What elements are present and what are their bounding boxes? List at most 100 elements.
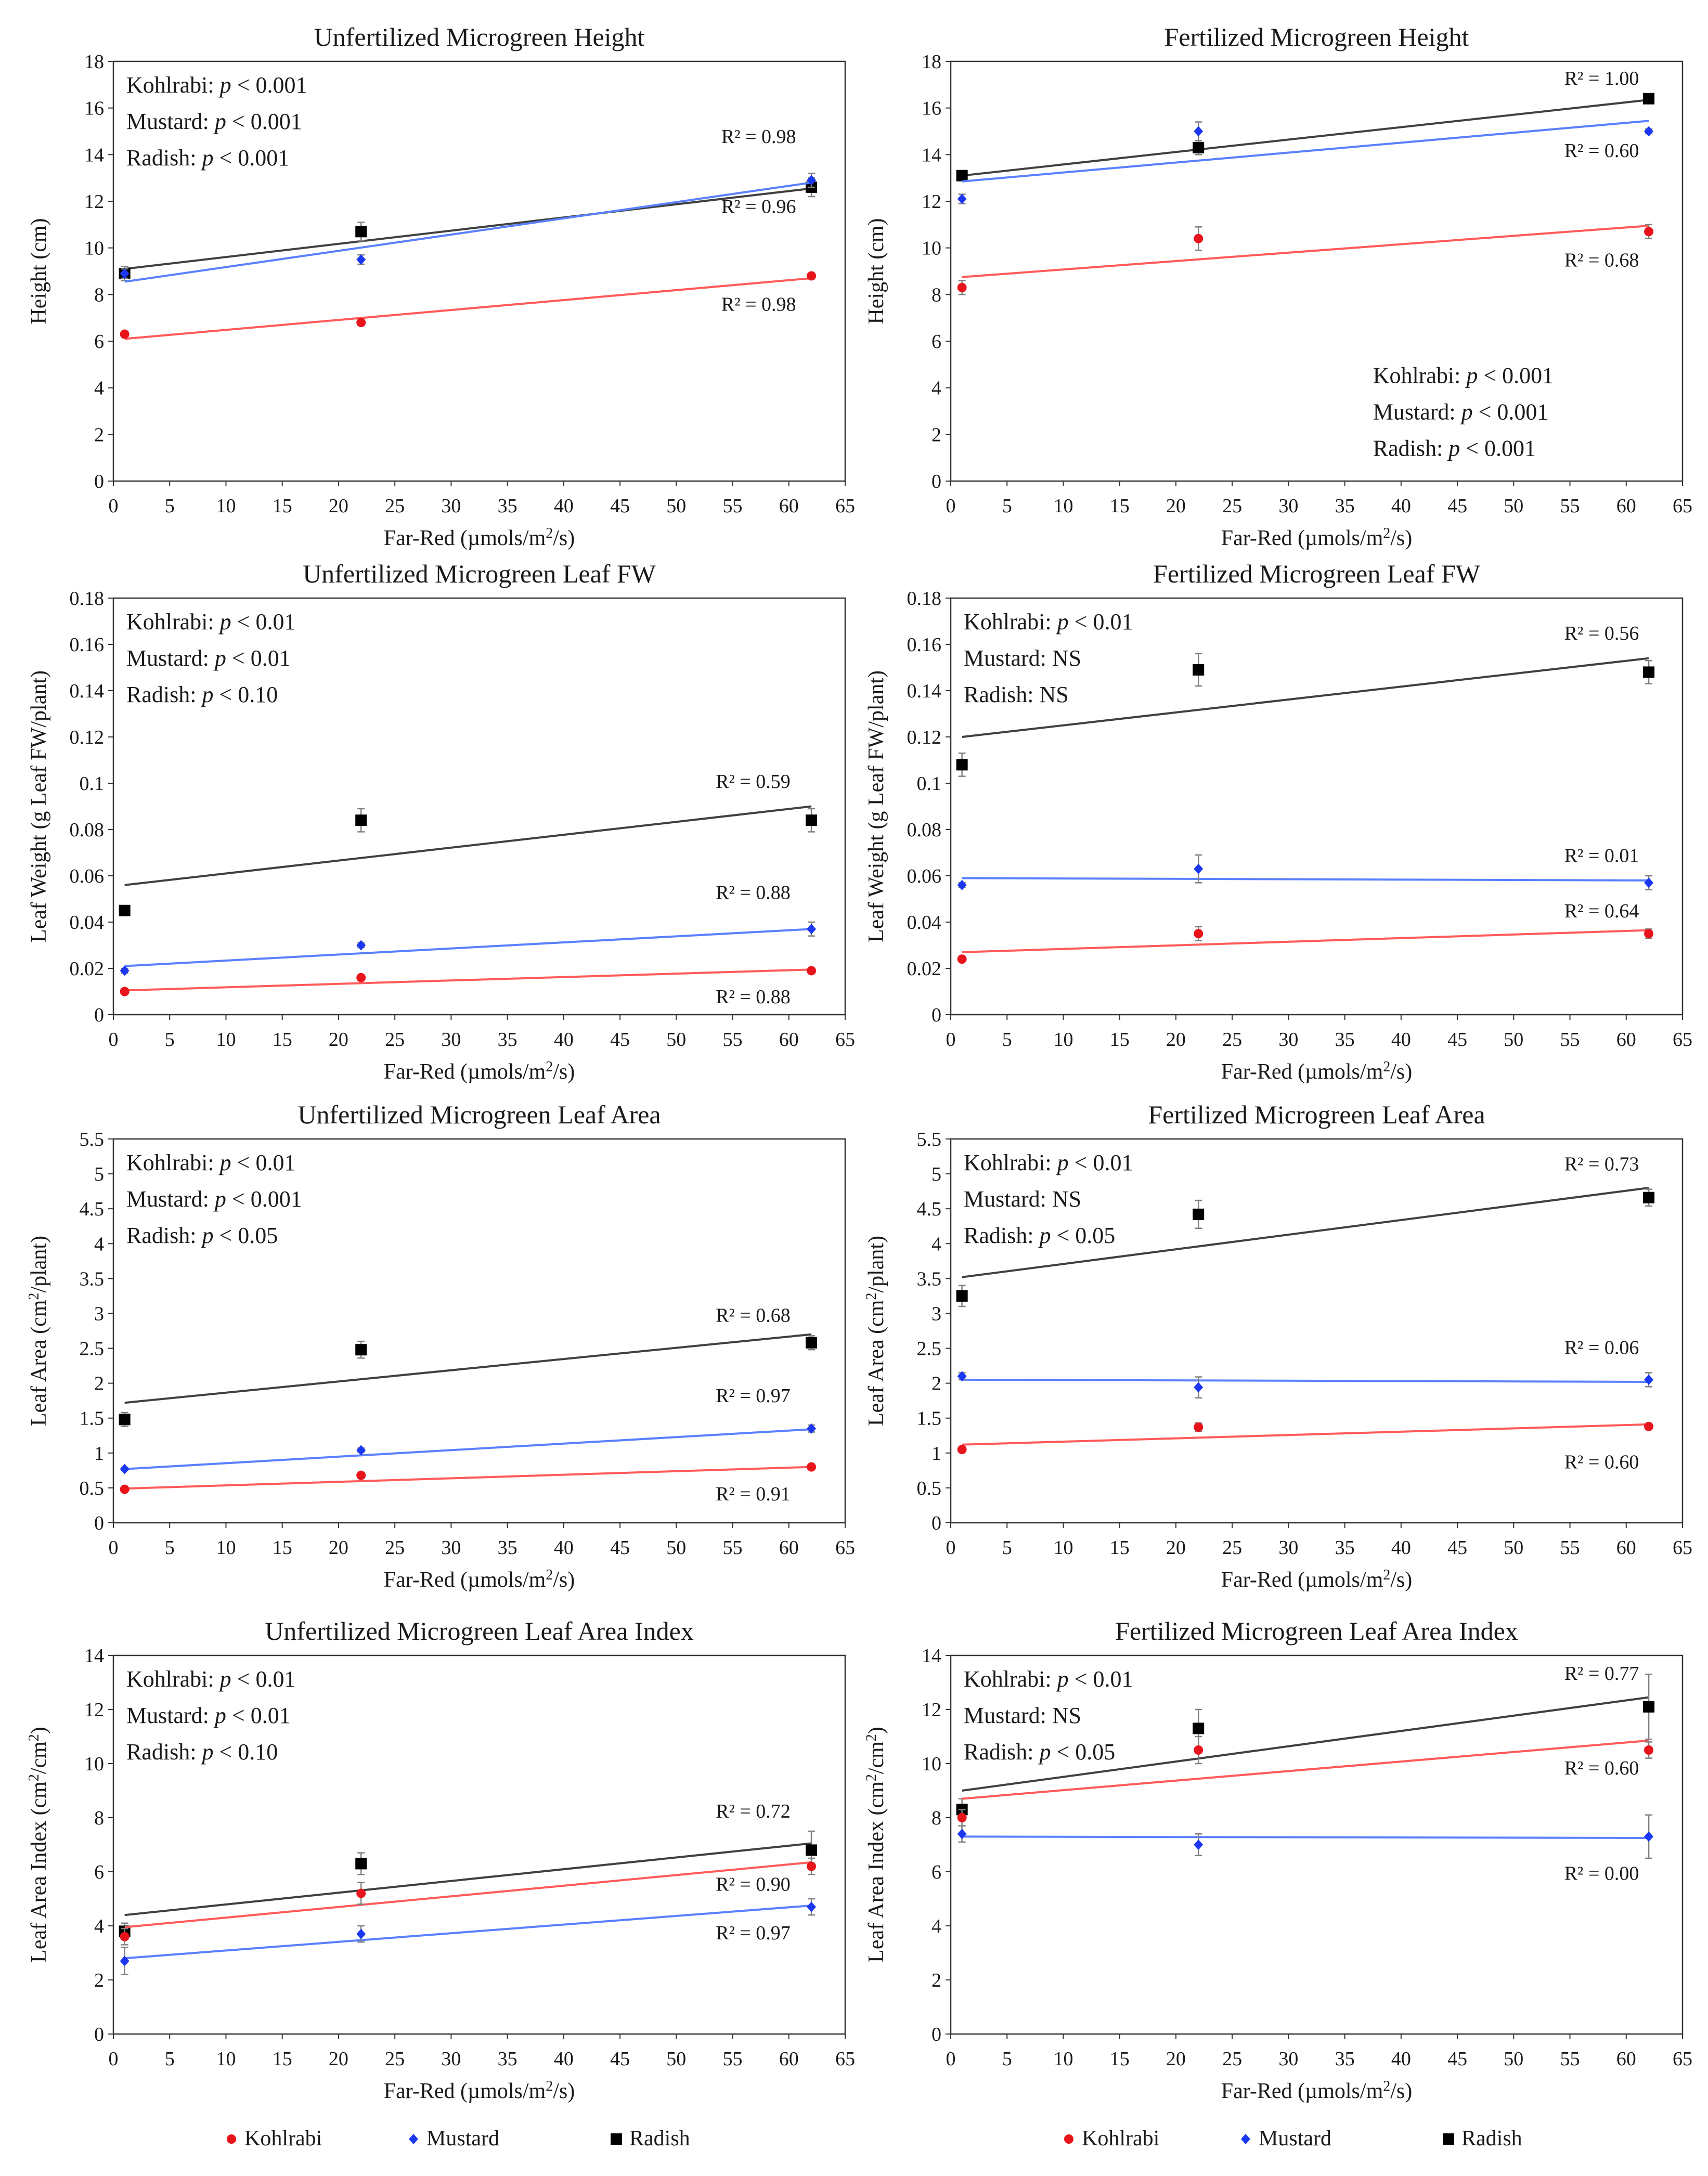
trendline-kohlrabi xyxy=(962,1739,1649,1800)
chart-title: Fertilized Microgreen Leaf FW xyxy=(1153,559,1481,588)
x-tick-label: 0 xyxy=(946,495,956,517)
y-axis-title: Leaf Weight (g Leaf FW/plant) xyxy=(864,670,888,942)
y-tick-label: 12 xyxy=(922,1699,941,1721)
x-tick-label: 60 xyxy=(1616,1537,1636,1559)
stats-line: Mustard: p < 0.001 xyxy=(126,109,302,134)
data-point-kohlrabi xyxy=(957,954,967,964)
x-tick-label: 55 xyxy=(1560,1029,1580,1051)
x-tick-label: 65 xyxy=(835,1029,855,1051)
x-tick-label: 60 xyxy=(779,1029,799,1051)
x-tick-label: 65 xyxy=(1673,2048,1692,2070)
data-point-kohlrabi xyxy=(120,1484,130,1494)
chart-title: Unfertilized Microgreen Height xyxy=(314,22,645,51)
r2-label: R² = 0.88 xyxy=(716,986,791,1008)
y-tick-label: 5 xyxy=(94,1163,104,1185)
r2-label: R² = 0.97 xyxy=(716,1922,791,1944)
plot-area-frame xyxy=(112,597,846,1016)
y-tick-label: 18 xyxy=(922,51,941,73)
r2-label: R² = 0.73 xyxy=(1564,1153,1639,1175)
x-tick-label: 5 xyxy=(165,1537,175,1559)
y-tick-label: 0.5 xyxy=(917,1478,942,1499)
y-tick-label: 8 xyxy=(931,1807,941,1829)
stats-line: Radish: p < 0.05 xyxy=(964,1223,1115,1248)
stats-line: Mustard: NS xyxy=(964,1186,1081,1212)
data-point-radish xyxy=(355,1858,367,1870)
plot-area-frame xyxy=(112,1138,846,1524)
x-tick-label: 15 xyxy=(273,1537,292,1559)
x-tick-label: 20 xyxy=(329,1537,348,1559)
r2-label: R² = 1.00 xyxy=(1564,68,1639,89)
x-tick-label: 65 xyxy=(835,495,855,517)
x-tick-label: 45 xyxy=(610,495,630,517)
x-tick-label: 25 xyxy=(385,1029,405,1051)
r2-label: R² = 0.68 xyxy=(716,1305,791,1327)
x-tick-label: 10 xyxy=(216,1537,236,1559)
data-point-mustard xyxy=(957,193,967,204)
x-tick-label: 0 xyxy=(946,1537,956,1559)
r2-label: R² = 0.59 xyxy=(716,771,791,793)
r2-label: R² = 0.01 xyxy=(1564,845,1639,866)
x-tick-label: 50 xyxy=(1504,1537,1523,1559)
stats-line: Kohlrabi: p < 0.001 xyxy=(126,72,307,98)
x-tick-label: 20 xyxy=(1166,1029,1186,1051)
legend-marker-kohlrabi xyxy=(1064,2134,1073,2144)
x-tick-label: 5 xyxy=(1002,1029,1012,1051)
data-point-radish xyxy=(956,1290,968,1302)
plot-area-frame xyxy=(112,60,846,482)
trendline-radish xyxy=(124,805,812,886)
y-tick-label: 0.04 xyxy=(907,912,942,934)
x-tick-label: 25 xyxy=(385,495,405,517)
y-tick-label: 0 xyxy=(94,2024,104,2045)
x-tick-label: 50 xyxy=(666,1029,686,1051)
x-tick-label: 45 xyxy=(1447,1537,1467,1559)
r2-label: R² = 0.98 xyxy=(721,294,796,316)
y-tick-label: 5 xyxy=(931,1163,941,1185)
x-tick-label: 60 xyxy=(779,1537,799,1559)
chart-panel-5: Unfertilized Microgreen Leaf Area 0 0.5 1 1.… xyxy=(26,1100,855,1592)
stats-line: Mustard: NS xyxy=(964,645,1081,671)
data-point-kohlrabi xyxy=(356,318,366,328)
y-tick-label: 6 xyxy=(94,331,104,353)
r2-label: R² = 0.98 xyxy=(721,126,796,148)
y-axis-title: Leaf Weight (g Leaf FW/plant) xyxy=(27,670,51,942)
x-tick-label: 65 xyxy=(835,2048,855,2070)
data-point-kohlrabi xyxy=(356,1888,366,1898)
x-tick-label: 10 xyxy=(1053,1537,1073,1559)
y-tick-label: 0.04 xyxy=(70,912,105,934)
y-tick-label: 3 xyxy=(94,1303,104,1325)
data-point-radish xyxy=(1193,1208,1205,1220)
y-tick-label: 1.5 xyxy=(80,1408,105,1430)
chart-panel-6: Fertilized Microgreen Leaf Area 0 0.5 1 1.5 2… xyxy=(863,1100,1692,1592)
legend-label-kohlrabi: Kohlrabi xyxy=(1082,2127,1159,2151)
chart-panel-8: Fertilized Microgreen Leaf Area Index 0 2 4… xyxy=(863,1616,1692,2103)
trendline-kohlrabi xyxy=(962,1423,1649,1446)
x-tick-label: 30 xyxy=(441,495,461,517)
trendline-mustard xyxy=(124,1905,812,1960)
x-axis-title: Far-Red (µmols/m2/s) xyxy=(384,525,575,550)
trendline-kohlrabi xyxy=(124,1861,812,1928)
legend-marker-radish xyxy=(611,2133,622,2145)
x-tick-label: 35 xyxy=(498,2048,517,2070)
data-point-radish xyxy=(1643,93,1655,105)
data-point-kohlrabi xyxy=(957,1813,967,1822)
chart-panel-2: Fertilized Microgreen Height 0 2 4 6 8 10 12 14 1… xyxy=(864,22,1692,550)
y-tick-label: 0 xyxy=(94,1004,104,1026)
x-tick-label: 20 xyxy=(329,1029,348,1051)
x-tick-label: 55 xyxy=(723,1537,743,1559)
stats-line: Radish: p < 0.05 xyxy=(126,1223,278,1248)
trendline-radish xyxy=(124,1842,812,1916)
y-tick-label: 0.1 xyxy=(80,773,105,795)
x-tick-label: 35 xyxy=(498,1537,517,1559)
x-tick-label: 5 xyxy=(1002,1537,1012,1559)
y-tick-label: 10 xyxy=(922,238,941,260)
data-point-mustard xyxy=(356,254,366,265)
data-point-kohlrabi xyxy=(1644,1421,1654,1431)
legend-right: Kohlrabi Mustard Radish xyxy=(1064,2127,1522,2151)
legend-left: Kohlrabi Mustard Radish xyxy=(227,2127,690,2151)
y-tick-label: 0.14 xyxy=(907,680,942,702)
x-tick-label: 65 xyxy=(1673,495,1692,517)
trendline-mustard xyxy=(962,1835,1649,1839)
x-tick-label: 5 xyxy=(1002,495,1012,517)
data-point-kohlrabi xyxy=(1194,1422,1204,1432)
x-tick-label: 0 xyxy=(109,2048,119,2070)
